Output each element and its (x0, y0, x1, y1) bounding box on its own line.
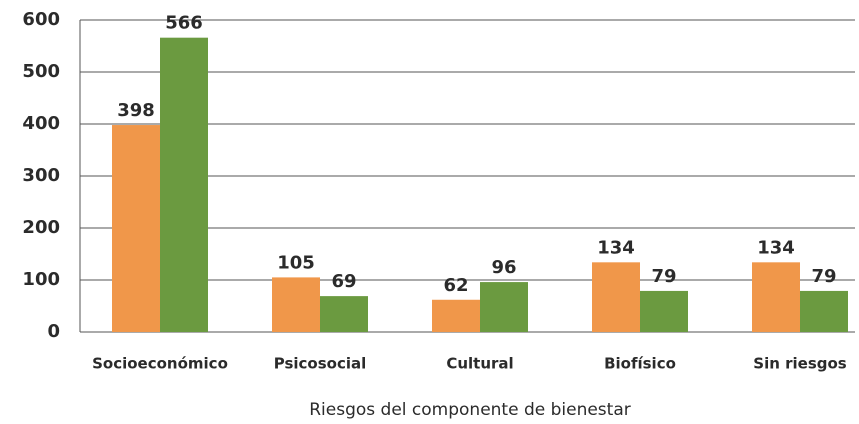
x-axis-title: Riesgos del componente de bienestar (309, 400, 631, 420)
value-label: 134 (757, 237, 795, 258)
y-tick-label: 300 (22, 165, 60, 186)
value-label: 79 (651, 266, 676, 287)
value-label: 105 (277, 252, 315, 273)
y-tick-label: 200 (22, 217, 60, 238)
value-label: 96 (491, 257, 516, 278)
bar (320, 296, 368, 332)
x-tick-label: Socioeconómico (92, 355, 228, 373)
value-label: 134 (597, 237, 635, 258)
x-tick-label: Psicosocial (274, 355, 367, 373)
bar (592, 262, 640, 332)
bar (432, 299, 480, 332)
bar (752, 262, 800, 332)
value-label: 79 (811, 266, 836, 287)
y-tick-label: 400 (22, 113, 60, 134)
bar (480, 282, 528, 332)
x-tick-label: Sin riesgos (753, 355, 847, 373)
x-tick-label: Biofísico (604, 355, 676, 373)
value-label: 398 (117, 100, 155, 121)
value-label: 69 (331, 271, 356, 292)
value-label: 566 (165, 13, 203, 34)
bar (272, 277, 320, 332)
bar (640, 290, 688, 332)
bar (160, 37, 208, 333)
value-label: 62 (443, 275, 468, 296)
y-tick-label: 500 (22, 61, 60, 82)
bar (800, 290, 848, 332)
y-tick-label: 100 (22, 269, 60, 290)
x-tick-label: Cultural (446, 355, 513, 373)
y-tick-label: 0 (47, 321, 60, 342)
y-tick-label: 600 (22, 9, 60, 30)
bar (112, 125, 160, 332)
